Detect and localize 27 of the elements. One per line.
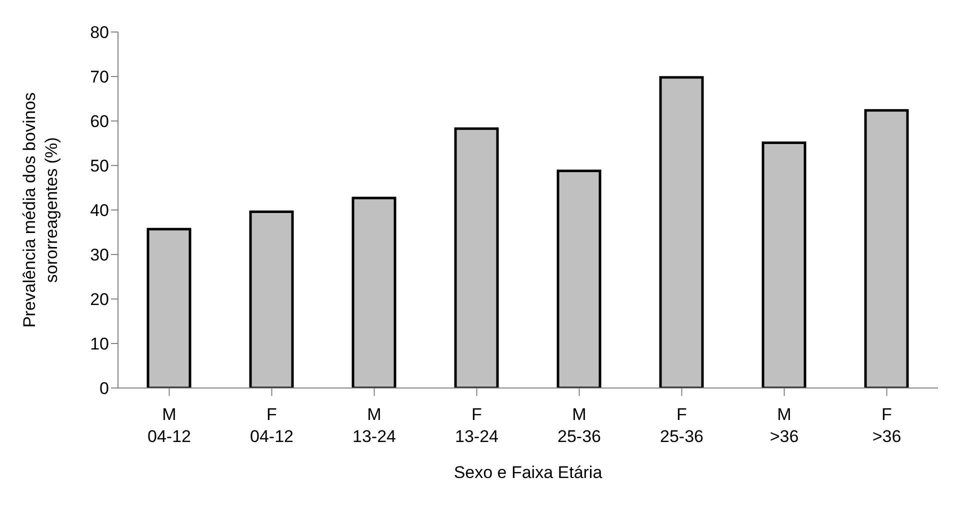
bar [556,170,602,388]
bar [352,196,396,388]
bar [146,228,192,388]
y-tick-label: 40 [90,201,109,220]
bar [864,109,909,388]
bar [249,210,294,388]
y-tick-label: 30 [90,246,109,265]
x-tick-label: M 13-24 [352,405,396,446]
y-tick-label: 50 [90,156,109,176]
y-tick-label: 10 [90,334,109,354]
y-tick-label: 0 [100,379,109,398]
y-tick-label: 80 [90,23,109,42]
bar [659,76,704,388]
y-tick-label: 20 [90,290,109,310]
y-axis-title: Prevalência média dos bovinos sororreagentes (%) [20,92,61,328]
bar [762,142,806,388]
x-tick-label: F >36 [872,405,902,446]
x-axis-title: Sexo e Faixa Etária [454,463,603,482]
x-tick-label: M 04-12 [148,405,191,446]
x-tick-label: F 13-24 [455,405,498,446]
x-tick-label: F 25-36 [660,405,704,446]
y-tick-label: 70 [90,68,109,87]
x-tick-label: M 25-36 [558,405,601,446]
x-tick-label: F 04-12 [250,405,294,446]
x-tick-label: M >36 [770,405,799,446]
y-tick-label: 60 [90,112,109,132]
bar [454,127,499,388]
